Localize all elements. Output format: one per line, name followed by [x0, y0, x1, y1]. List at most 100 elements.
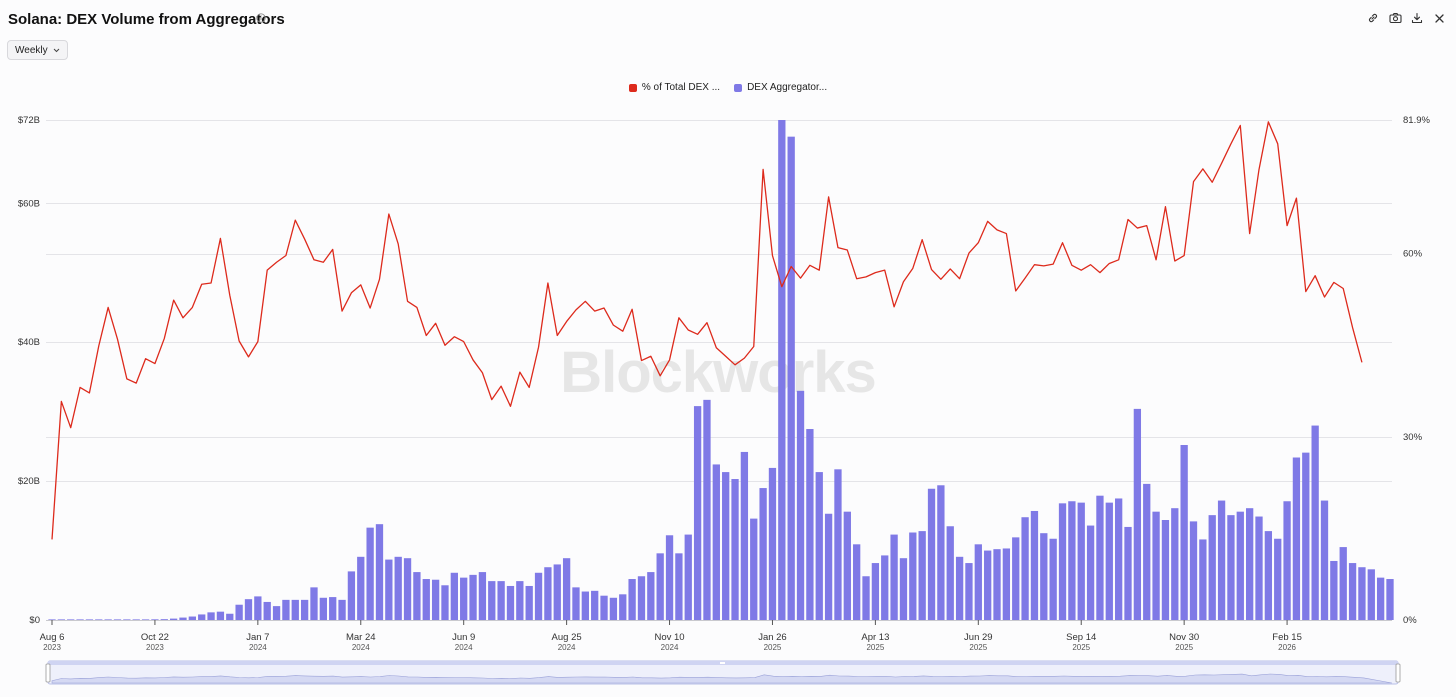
bar[interactable]: [993, 549, 1001, 620]
bar[interactable]: [141, 619, 150, 620]
bar[interactable]: [338, 599, 346, 620]
bar[interactable]: [1348, 563, 1357, 620]
bar[interactable]: [198, 614, 206, 620]
bar[interactable]: [1133, 408, 1142, 620]
bar[interactable]: [740, 451, 749, 620]
legend-item-percent[interactable]: % of Total DEX ...: [628, 82, 720, 93]
bar[interactable]: [179, 617, 187, 620]
bar[interactable]: [104, 619, 112, 620]
bar[interactable]: [413, 572, 421, 620]
bar[interactable]: [656, 553, 664, 620]
link-icon[interactable]: [1366, 11, 1380, 25]
bar[interactable]: [1124, 526, 1132, 620]
interval-dropdown[interactable]: Weekly: [7, 40, 68, 60]
bar[interactable]: [1330, 560, 1338, 620]
bar[interactable]: [216, 611, 225, 620]
bar[interactable]: [57, 619, 66, 620]
bar[interactable]: [1105, 502, 1113, 620]
bar[interactable]: [310, 587, 318, 620]
bar[interactable]: [48, 619, 56, 620]
bar[interactable]: [254, 596, 262, 620]
bar[interactable]: [1358, 567, 1366, 620]
bar[interactable]: [984, 550, 992, 620]
bar[interactable]: [1386, 579, 1394, 620]
bar[interactable]: [169, 618, 178, 620]
bar[interactable]: [1021, 517, 1029, 620]
navigator-handle-right[interactable]: [1395, 663, 1401, 683]
download-icon[interactable]: [1410, 11, 1424, 25]
bar[interactable]: [1058, 503, 1067, 620]
bar[interactable]: [113, 619, 122, 620]
bar[interactable]: [300, 599, 309, 620]
bar[interactable]: [85, 619, 94, 620]
bar[interactable]: [394, 556, 402, 620]
bar[interactable]: [1283, 501, 1291, 620]
close-icon[interactable]: [1432, 11, 1446, 25]
bar[interactable]: [1217, 500, 1226, 620]
bar[interactable]: [815, 472, 823, 620]
bar[interactable]: [207, 612, 215, 620]
bar[interactable]: [1143, 483, 1151, 620]
bar[interactable]: [768, 467, 777, 620]
bar[interactable]: [778, 120, 786, 620]
legend-item-aggregator[interactable]: DEX Aggregator...: [734, 82, 827, 93]
bar[interactable]: [534, 572, 543, 620]
bar[interactable]: [506, 585, 515, 620]
bar[interactable]: [553, 564, 561, 620]
bar[interactable]: [1255, 516, 1263, 620]
bar[interactable]: [1246, 508, 1254, 620]
bar[interactable]: [693, 406, 702, 620]
bar[interactable]: [1152, 511, 1160, 620]
bar[interactable]: [1180, 445, 1188, 620]
bar[interactable]: [731, 479, 739, 620]
bar[interactable]: [375, 524, 384, 620]
bar[interactable]: [834, 469, 842, 620]
bar[interactable]: [188, 616, 196, 620]
bar[interactable]: [637, 576, 646, 620]
bar[interactable]: [1115, 498, 1123, 620]
bar[interactable]: [1227, 515, 1235, 620]
bar[interactable]: [441, 585, 449, 620]
bar[interactable]: [600, 595, 608, 620]
bar[interactable]: [937, 485, 945, 620]
bar[interactable]: [712, 464, 720, 620]
bar[interactable]: [403, 558, 412, 620]
bar[interactable]: [160, 619, 168, 620]
bar[interactable]: [722, 472, 730, 620]
bar[interactable]: [759, 488, 767, 620]
bar[interactable]: [619, 594, 627, 620]
bar[interactable]: [347, 571, 356, 620]
bar[interactable]: [890, 534, 898, 620]
bar[interactable]: [1302, 452, 1310, 620]
bar[interactable]: [76, 619, 84, 620]
bar[interactable]: [806, 429, 814, 620]
bar[interactable]: [460, 577, 468, 620]
bar[interactable]: [1012, 537, 1020, 620]
bar[interactable]: [516, 581, 524, 620]
bar[interactable]: [1376, 577, 1385, 620]
bar[interactable]: [151, 619, 159, 620]
bar[interactable]: [796, 390, 805, 620]
bar[interactable]: [1311, 425, 1319, 620]
bar[interactable]: [357, 556, 365, 620]
bar[interactable]: [581, 591, 589, 620]
bar[interactable]: [1161, 520, 1170, 620]
bar[interactable]: [1040, 533, 1048, 620]
bar[interactable]: [572, 587, 580, 620]
bar[interactable]: [469, 574, 477, 620]
bar[interactable]: [871, 563, 880, 620]
bar[interactable]: [1030, 510, 1039, 620]
bar[interactable]: [1208, 515, 1216, 620]
bar[interactable]: [263, 601, 271, 620]
bar[interactable]: [1096, 495, 1104, 620]
bar[interactable]: [750, 518, 758, 620]
bar[interactable]: [946, 526, 954, 620]
bar[interactable]: [497, 581, 505, 620]
bar[interactable]: [881, 555, 889, 620]
bar[interactable]: [628, 579, 636, 620]
bar[interactable]: [684, 534, 692, 620]
bar[interactable]: [329, 597, 337, 620]
bar[interactable]: [544, 567, 552, 620]
bar[interactable]: [67, 619, 75, 620]
